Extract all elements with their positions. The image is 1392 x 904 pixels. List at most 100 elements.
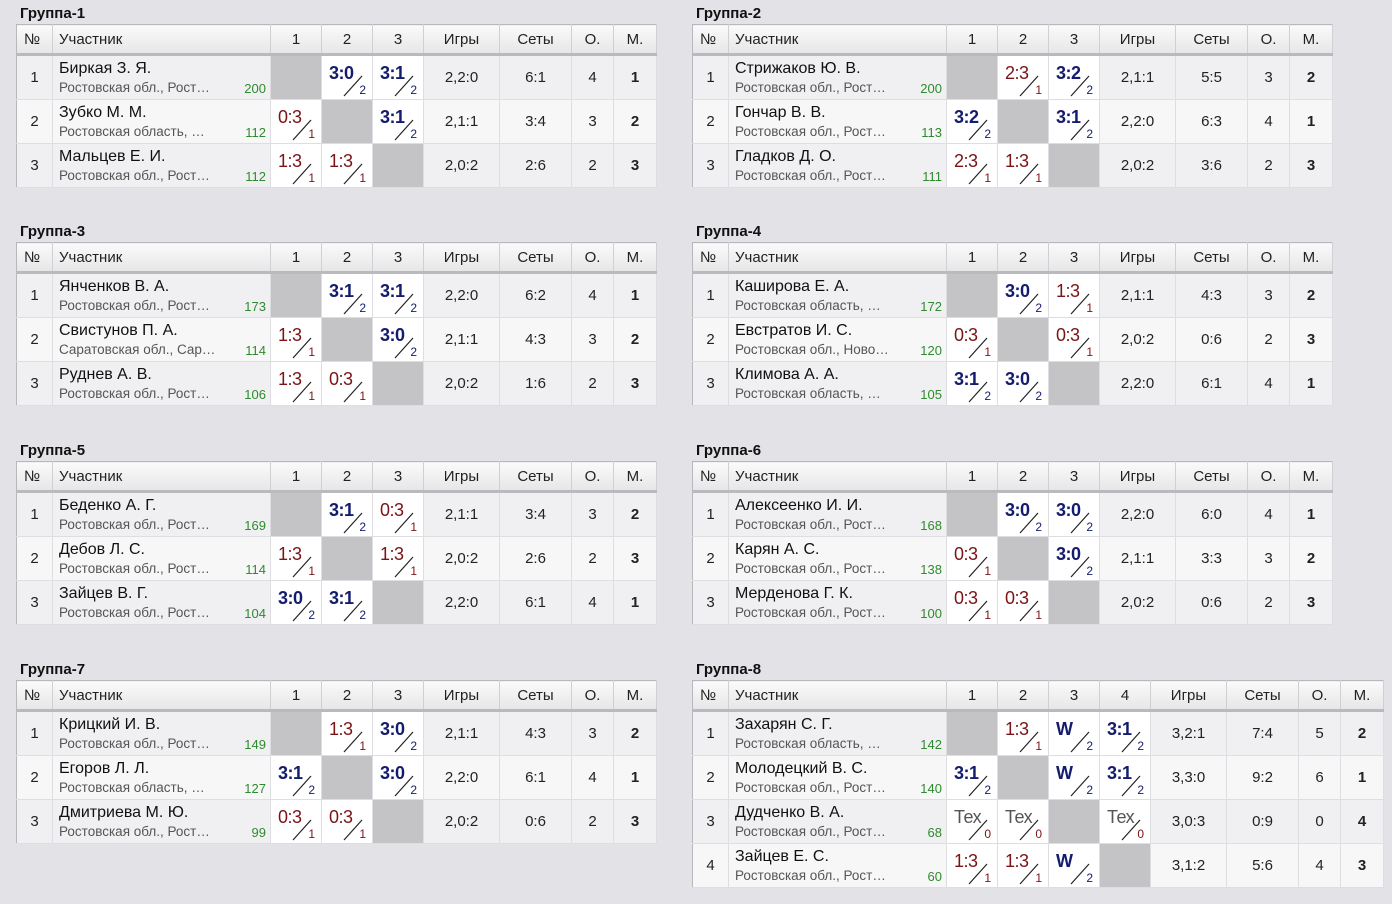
participant-name[interactable]: Крицкий И. В. bbox=[59, 716, 161, 733]
col-header-place[interactable]: М. bbox=[613, 24, 657, 56]
col-header-participant[interactable]: Участник bbox=[52, 24, 271, 56]
col-header-number[interactable]: № bbox=[16, 680, 53, 712]
match-result-cell[interactable]: Тех 0 bbox=[1099, 799, 1151, 844]
participant-cell[interactable]: Евстратов И. С. Ростовская обл., Ново… 120 bbox=[728, 317, 947, 362]
col-header-opponent[interactable]: 3 bbox=[1048, 242, 1100, 274]
col-header-place[interactable]: М. bbox=[613, 242, 657, 274]
match-result-cell[interactable]: 1:3 1 bbox=[270, 317, 322, 362]
col-header-opponent[interactable]: 1 bbox=[270, 24, 322, 56]
col-header-sets[interactable]: Сеты bbox=[499, 242, 572, 274]
match-result-cell[interactable]: 3:0 2 bbox=[372, 755, 424, 800]
match-result-cell[interactable]: 3:1 2 bbox=[321, 580, 373, 625]
match-result-cell[interactable]: 3:0 2 bbox=[997, 491, 1049, 537]
participant-name[interactable]: Руднев А. В. bbox=[59, 366, 152, 383]
participant-name[interactable]: Биркая З. Я. bbox=[59, 60, 152, 77]
table-row[interactable]: 2 Дебов Л. С. Ростовская обл., Рост… 114 1:3… bbox=[16, 536, 657, 581]
participant-cell[interactable]: Свистунов П. А. Саратовская обл., Сар… 114 bbox=[52, 317, 271, 362]
col-header-points[interactable]: О. bbox=[1298, 680, 1341, 712]
table-row[interactable]: 3 Зайцев В. Г. Ростовская обл., Рост… 104 3:… bbox=[16, 580, 657, 625]
col-header-opponent[interactable]: 2 bbox=[321, 242, 373, 274]
col-header-games[interactable]: Игры bbox=[423, 461, 500, 493]
table-row[interactable]: 1 Беденко А. Г. Ростовская обл., Рост… 169 3… bbox=[16, 491, 657, 537]
match-result-cell[interactable]: 3:1 2 bbox=[321, 491, 373, 537]
participant-cell[interactable]: Молодецкий В. С. Ростовская обл., Рост… 14… bbox=[728, 755, 947, 800]
col-header-sets[interactable]: Сеты bbox=[1226, 680, 1299, 712]
match-result-cell[interactable]: 0:3 1 bbox=[321, 799, 373, 844]
table-row[interactable]: 2 Егоров Л. Л. Ростовская область, … 127 3:1… bbox=[16, 755, 657, 800]
col-header-opponent[interactable]: 1 bbox=[270, 461, 322, 493]
col-header-games[interactable]: Игры bbox=[1099, 24, 1176, 56]
col-header-opponent[interactable]: 2 bbox=[321, 680, 373, 712]
match-result-cell[interactable]: 1:3 1 bbox=[997, 710, 1049, 756]
col-header-sets[interactable]: Сеты bbox=[499, 24, 572, 56]
participant-name[interactable]: Гончар В. В. bbox=[735, 104, 826, 121]
match-result-cell[interactable]: 3:2 2 bbox=[1048, 54, 1100, 100]
table-row[interactable]: 1 Алексеенко И. И. Ростовская обл., Рост… 1… bbox=[692, 491, 1333, 537]
col-header-opponent[interactable]: 3 bbox=[1048, 680, 1100, 712]
col-header-participant[interactable]: Участник bbox=[52, 680, 271, 712]
table-row[interactable]: 1 Захарян С. Г. Ростовская область, … 142 1:… bbox=[692, 710, 1384, 756]
match-result-cell[interactable]: 0:3 1 bbox=[946, 536, 998, 581]
col-header-number[interactable]: № bbox=[16, 461, 53, 493]
match-result-cell[interactable]: 3:0 2 bbox=[372, 710, 424, 756]
col-header-sets[interactable]: Сеты bbox=[499, 680, 572, 712]
match-result-cell[interactable]: 2:3 1 bbox=[946, 143, 998, 188]
participant-cell[interactable]: Дебов Л. С. Ростовская обл., Рост… 114 bbox=[52, 536, 271, 581]
participant-name[interactable]: Дудченко В. А. bbox=[735, 804, 845, 821]
col-header-points[interactable]: О. bbox=[1247, 242, 1290, 274]
participant-cell[interactable]: Карян А. С. Ростовская обл., Рост… 138 bbox=[728, 536, 947, 581]
match-result-cell[interactable]: 1:3 1 bbox=[997, 143, 1049, 188]
col-header-number[interactable]: № bbox=[692, 680, 729, 712]
participant-cell[interactable]: Дмитриева М. Ю. Ростовская обл., Рост… 99 bbox=[52, 799, 271, 844]
col-header-opponent[interactable]: 1 bbox=[946, 24, 998, 56]
col-header-points[interactable]: О. bbox=[571, 242, 614, 274]
participant-cell[interactable]: Руднев А. В. Ростовская обл., Рост… 106 bbox=[52, 361, 271, 406]
col-header-number[interactable]: № bbox=[692, 461, 729, 493]
participant-cell[interactable]: Алексеенко И. И. Ростовская обл., Рост… 16… bbox=[728, 491, 947, 537]
table-row[interactable]: 2 Свистунов П. А. Саратовская обл., Сар… 11… bbox=[16, 317, 657, 362]
participant-name[interactable]: Зайцев Е. С. bbox=[735, 848, 829, 865]
col-header-number[interactable]: № bbox=[16, 242, 53, 274]
participant-cell[interactable]: Гончар В. В. Ростовская обл., Рост… 113 bbox=[728, 99, 947, 144]
participant-cell[interactable]: Каширова Е. А. Ростовская область, … 172 bbox=[728, 272, 947, 318]
participant-cell[interactable]: Зайцев Е. С. Ростовская обл., Рост… 60 bbox=[728, 843, 947, 888]
match-result-cell[interactable]: 0:3 1 bbox=[270, 99, 322, 144]
col-header-participant[interactable]: Участник bbox=[728, 24, 947, 56]
match-result-cell[interactable]: 3:1 2 bbox=[321, 272, 373, 318]
col-header-points[interactable]: О. bbox=[1247, 461, 1290, 493]
col-header-points[interactable]: О. bbox=[1247, 24, 1290, 56]
participant-name[interactable]: Янченков В. А. bbox=[59, 278, 170, 295]
match-result-cell[interactable]: 3:0 2 bbox=[321, 54, 373, 100]
match-result-cell[interactable]: 3:1 2 bbox=[946, 361, 998, 406]
match-result-cell[interactable]: 1:3 1 bbox=[321, 710, 373, 756]
participant-cell[interactable]: Мерденова Г. К. Ростовская обл., Рост… 100 bbox=[728, 580, 947, 625]
col-header-opponent[interactable]: 2 bbox=[997, 242, 1049, 274]
match-result-cell[interactable]: 0:3 1 bbox=[997, 580, 1049, 625]
participant-cell[interactable]: Зубко М. М. Ростовская область, … 112 bbox=[52, 99, 271, 144]
participant-cell[interactable]: Биркая З. Я. Ростовская обл., Рост… 200 bbox=[52, 54, 271, 100]
col-header-points[interactable]: О. bbox=[571, 680, 614, 712]
table-row[interactable]: 1 Янченков В. А. Ростовская обл., Рост… 173… bbox=[16, 272, 657, 318]
match-result-cell[interactable]: 3:1 2 bbox=[372, 272, 424, 318]
col-header-sets[interactable]: Сеты bbox=[1175, 461, 1248, 493]
match-result-cell[interactable]: 0:3 1 bbox=[321, 361, 373, 406]
table-row[interactable]: 1 Каширова Е. А. Ростовская область, … 172 3… bbox=[692, 272, 1333, 318]
col-header-participant[interactable]: Участник bbox=[728, 242, 947, 274]
participant-cell[interactable]: Янченков В. А. Ростовская обл., Рост… 173 bbox=[52, 272, 271, 318]
match-result-cell[interactable]: 0:3 1 bbox=[372, 491, 424, 537]
participant-name[interactable]: Зубко М. М. bbox=[59, 104, 147, 121]
table-row[interactable]: 3 Мерденова Г. К. Ростовская обл., Рост… 10… bbox=[692, 580, 1333, 625]
participant-cell[interactable]: Гладков Д. О. Ростовская обл., Рост… 111 bbox=[728, 143, 947, 188]
match-result-cell[interactable]: 3:1 2 bbox=[372, 54, 424, 100]
match-result-cell[interactable]: 3:0 2 bbox=[1048, 491, 1100, 537]
col-header-opponent[interactable]: 3 bbox=[372, 680, 424, 712]
col-header-opponent[interactable]: 2 bbox=[997, 680, 1049, 712]
col-header-games[interactable]: Игры bbox=[1099, 242, 1176, 274]
table-row[interactable]: 3 Дудченко В. А. Ростовская обл., Рост… 68 Т… bbox=[692, 799, 1384, 844]
col-header-opponent[interactable]: 2 bbox=[997, 24, 1049, 56]
match-result-cell[interactable]: 1:3 1 bbox=[270, 536, 322, 581]
col-header-opponent[interactable]: 3 bbox=[1048, 24, 1100, 56]
participant-name[interactable]: Егоров Л. Л. bbox=[59, 760, 150, 777]
participant-name[interactable]: Мальцев Е. И. bbox=[59, 148, 166, 165]
